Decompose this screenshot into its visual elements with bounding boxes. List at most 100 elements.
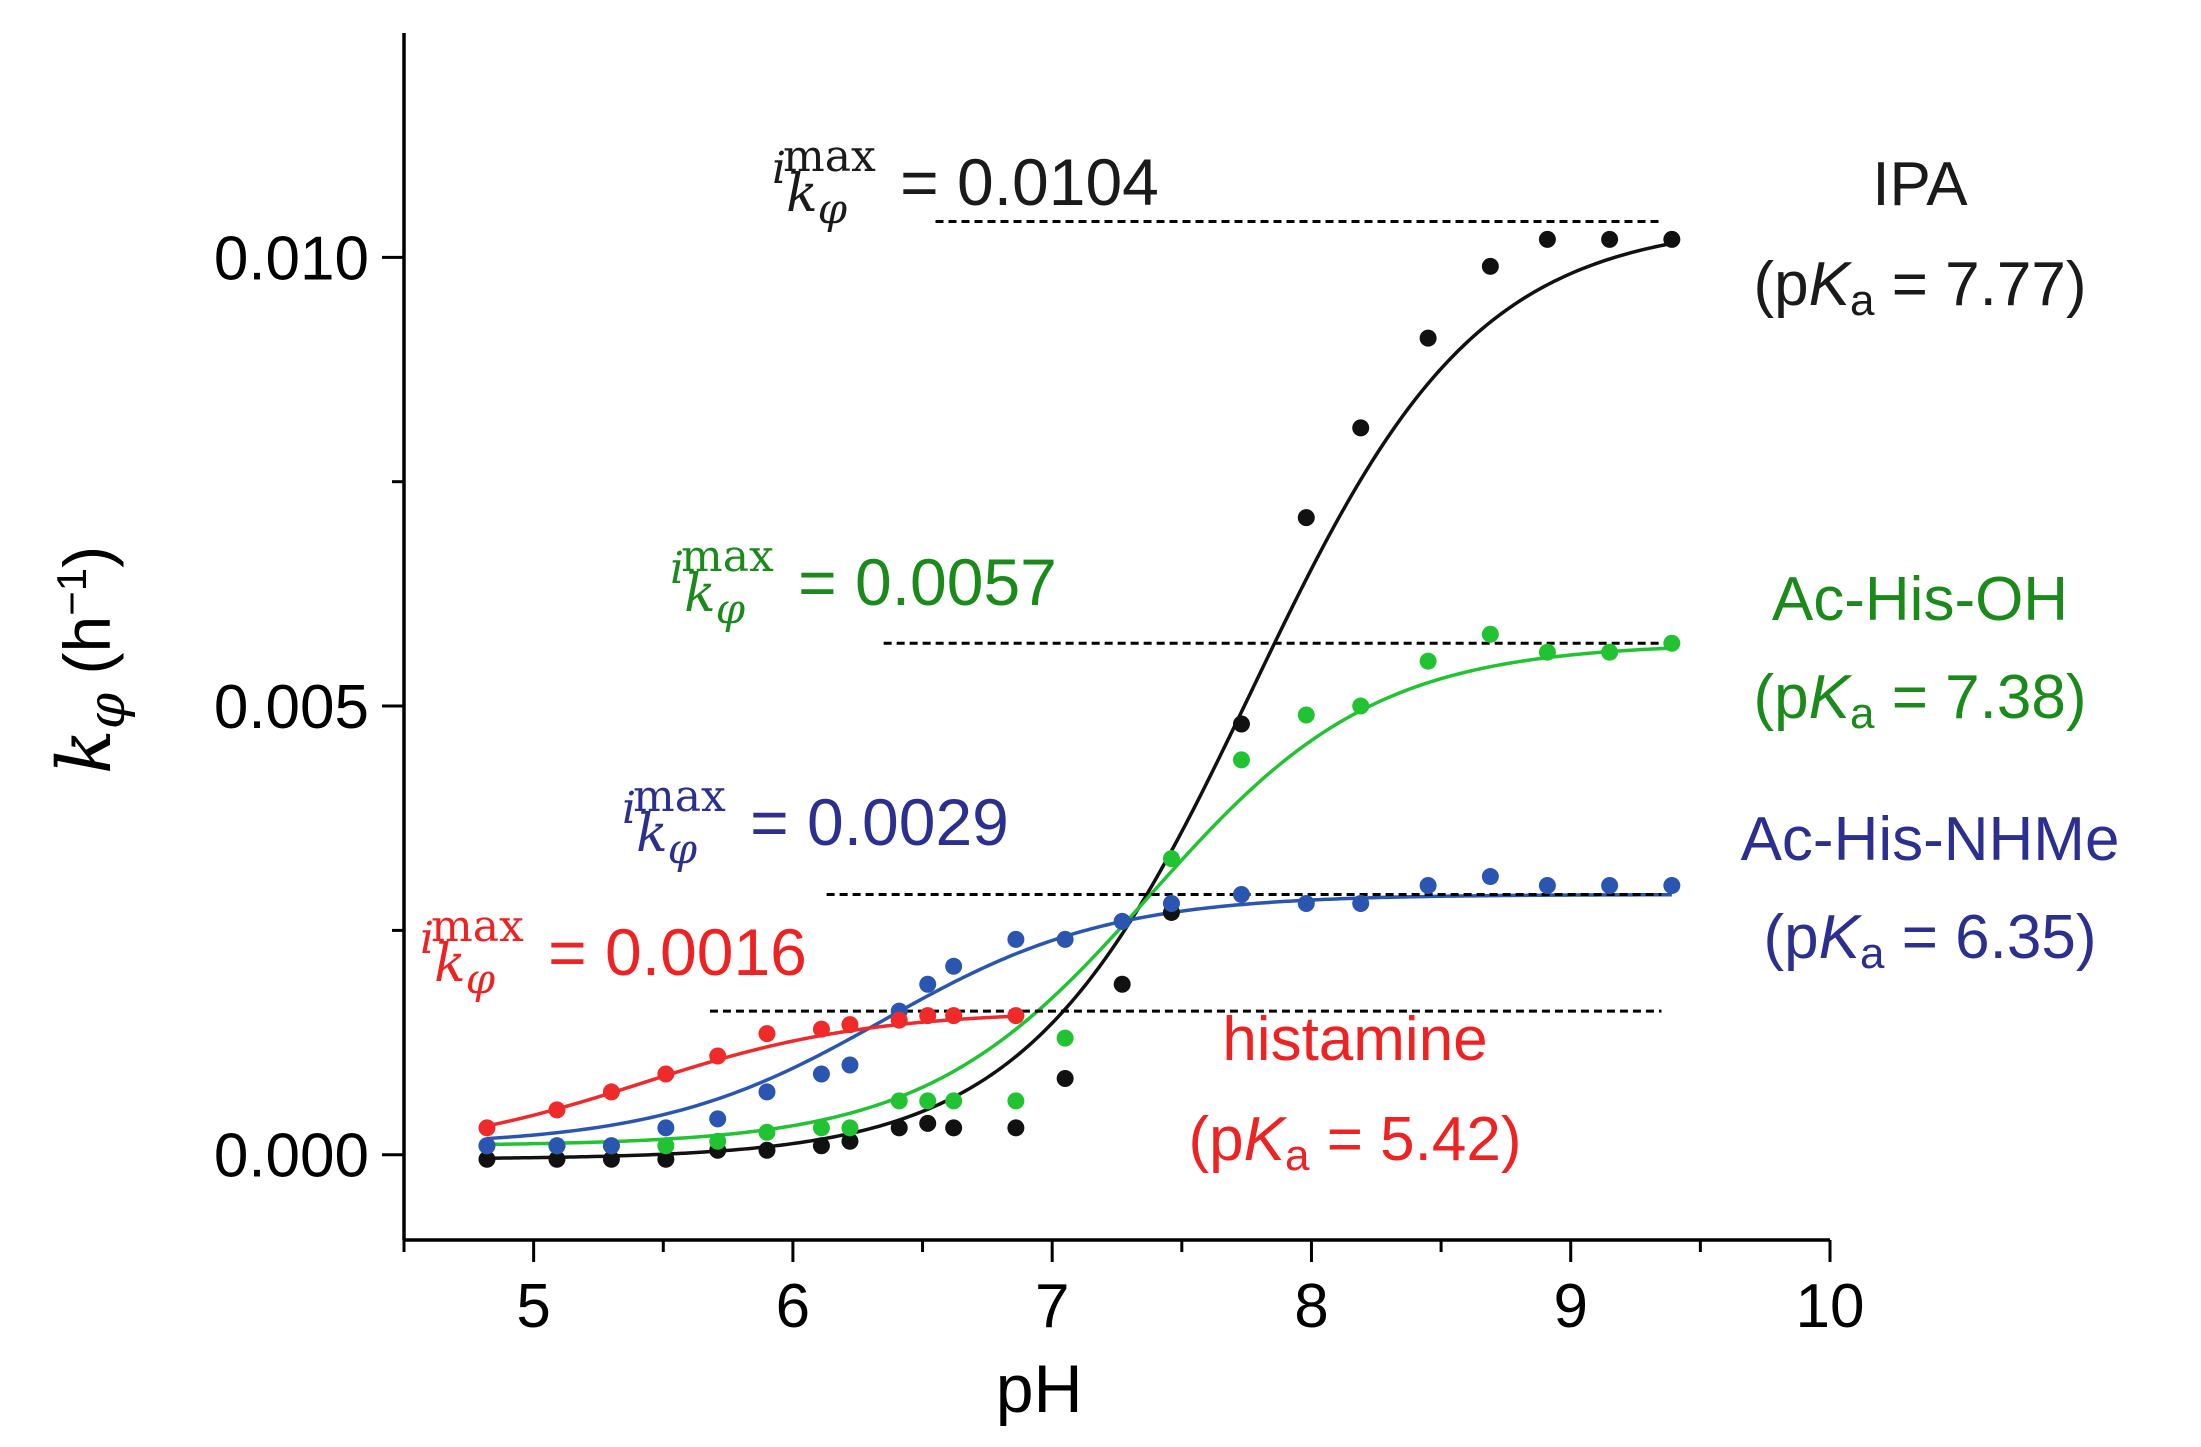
data-points — [478, 230, 1681, 1168]
ipa-point — [1419, 329, 1437, 347]
pka-subscript: a — [1850, 276, 1875, 325]
ac-his-oh-name-label: Ac-His-OH — [1772, 565, 2068, 634]
ac-his-nhme-point — [1113, 912, 1131, 930]
pka-symbol: K — [1819, 903, 1863, 972]
ac-his-nhme-point — [1056, 930, 1074, 948]
histamine-point — [890, 1011, 908, 1029]
histamine-point — [841, 1016, 859, 1034]
histamine-name-label: histamine — [1222, 1005, 1487, 1074]
ac-his-oh-point — [1481, 625, 1499, 643]
ipa-point — [1352, 419, 1370, 437]
ipa-point — [1056, 1069, 1074, 1087]
histamine-point — [919, 1007, 937, 1025]
ipa-point — [1538, 230, 1556, 248]
ipa-point — [478, 1150, 496, 1168]
y-tick-label: 0.010 — [214, 224, 369, 293]
histamine-point — [758, 1025, 776, 1043]
y-tick-label: 0.005 — [214, 673, 369, 742]
histamine-point — [1007, 1007, 1025, 1025]
ipa-point — [1232, 715, 1250, 733]
pka-value: = 7.77) — [1875, 250, 2087, 319]
ac-his-oh-point — [945, 1092, 963, 1110]
imax-superscript: max — [681, 531, 774, 582]
ac-his-nhme-point — [657, 1119, 675, 1137]
pka-value: = 5.42) — [1310, 1105, 1522, 1174]
ac-his-oh-point — [1663, 634, 1681, 652]
ac-his-nhme-point — [1232, 886, 1250, 904]
pka-subscript: a — [1285, 1131, 1310, 1180]
pka-prefix: (p — [1754, 250, 1809, 319]
ac-his-oh-point — [919, 1092, 937, 1110]
ipa-point — [758, 1141, 776, 1159]
imax-subscript: φ — [466, 954, 496, 1003]
ac-his-nhme-point — [1162, 894, 1180, 912]
ac-his-oh-point — [1352, 697, 1370, 715]
pka-value: = 7.38) — [1875, 663, 2087, 732]
imax-symbol: k — [786, 164, 818, 224]
ac-his-oh-point — [758, 1123, 776, 1141]
pka-subscript: a — [1860, 929, 1885, 978]
imax-superscript: max — [431, 901, 524, 952]
x-tick-label: 10 — [1796, 1272, 1865, 1341]
x-tick-label: 9 — [1553, 1272, 1587, 1341]
ac-his-nhme-point — [709, 1110, 727, 1128]
imax-value: = 0.0016 — [530, 915, 807, 989]
ac-his-nhme-point — [1601, 877, 1619, 895]
y-axis-subscript: φ — [77, 692, 137, 729]
ipa-point — [890, 1119, 908, 1137]
pka-prefix: (p — [1754, 663, 1809, 732]
y-axis-unit-superscript: −1 — [48, 568, 95, 616]
ac-his-oh-point — [1297, 706, 1315, 724]
ac-his-oh-point — [657, 1137, 675, 1155]
ac-his-oh-point — [1601, 643, 1619, 661]
ipa-point — [841, 1132, 859, 1150]
ipa-point — [602, 1150, 620, 1168]
ac-his-nhme-point — [548, 1137, 566, 1155]
pka-value: = 6.35) — [1885, 903, 2097, 972]
imax-value: = 0.0029 — [732, 785, 1009, 859]
histamine-point — [548, 1101, 566, 1119]
imax-value: = 0.0057 — [780, 545, 1057, 619]
histamine-point — [478, 1119, 496, 1137]
ac-his-nhme-point — [478, 1137, 496, 1155]
pka-prefix: (p — [1764, 903, 1819, 972]
ac-his-oh-point — [1538, 643, 1556, 661]
ac-his-nhme-point — [1352, 894, 1370, 912]
fit-curves — [486, 241, 1673, 1160]
imax-prefix: i — [622, 783, 636, 834]
ipa-fit-curve — [486, 241, 1673, 1160]
ac-his-nhme-point — [1297, 894, 1315, 912]
imax-symbol: k — [684, 564, 716, 624]
histamine-point — [602, 1083, 620, 1101]
ipa-name-label: IPA — [1872, 150, 1968, 219]
histamine-fit-curve — [486, 1014, 1016, 1128]
x-tick-label: 5 — [516, 1272, 550, 1341]
ipa-point — [1601, 230, 1619, 248]
pka-symbol: K — [1244, 1105, 1288, 1174]
imax-prefix: i — [670, 543, 684, 594]
ac-his-nhme-point — [1007, 930, 1025, 948]
ac-his-oh-fit-curve — [486, 646, 1672, 1147]
y-axis-unit: (h — [50, 616, 124, 693]
imax-subscript: φ — [716, 584, 746, 633]
y-axis-unit-close: ) — [50, 546, 124, 568]
histamine-pka-label: (pKa = 5.42) — [1189, 1105, 1522, 1180]
ac-his-nhme-imax-label: ikφmax = 0.0029 — [622, 771, 1009, 873]
histamine-imax-label: ikφmax = 0.0016 — [420, 901, 807, 1003]
pka-symbol: K — [1809, 663, 1853, 732]
x-tick-label: 6 — [776, 1272, 810, 1341]
ac-his-nhme-point — [758, 1083, 776, 1101]
ipa-point — [548, 1150, 566, 1168]
ipa-point — [919, 1114, 937, 1132]
ac-his-oh-point — [1232, 751, 1250, 769]
ac-his-nhme-point — [841, 1056, 859, 1074]
ac-his-oh-point — [890, 1092, 908, 1110]
histamine-point — [945, 1007, 963, 1025]
imax-symbol: k — [434, 934, 466, 994]
annotations: ikφmax = 0.0104 IPA(pKa = 7.77)ikφmax = 0… — [420, 131, 2119, 1180]
ipa-point — [657, 1150, 675, 1168]
ipa-point — [1007, 1119, 1025, 1137]
ipa-point — [1113, 975, 1131, 993]
